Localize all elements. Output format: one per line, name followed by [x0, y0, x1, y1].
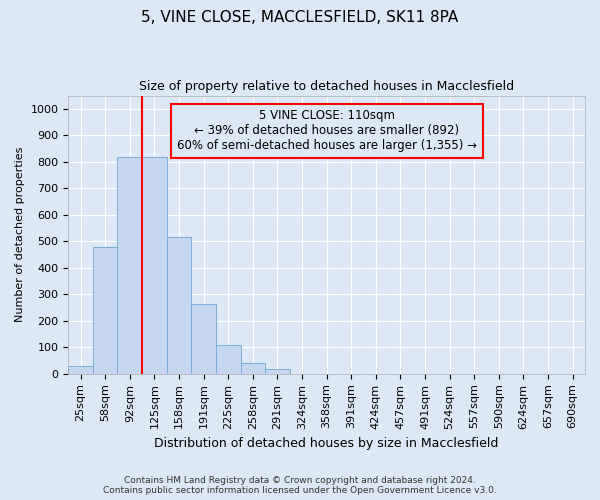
Title: Size of property relative to detached houses in Macclesfield: Size of property relative to detached ho… [139, 80, 514, 93]
Bar [68, 366, 93, 374]
Text: Contains HM Land Registry data © Crown copyright and database right 2024.
Contai: Contains HM Land Registry data © Crown c… [103, 476, 497, 495]
Text: 5 VINE CLOSE: 110sqm
← 39% of detached houses are smaller (892)
60% of semi-deta: 5 VINE CLOSE: 110sqm ← 39% of detached h… [176, 110, 476, 152]
X-axis label: Distribution of detached houses by size in Macclesfield: Distribution of detached houses by size … [154, 437, 499, 450]
Bar [118, 156, 142, 374]
Bar [216, 344, 241, 374]
Text: 5, VINE CLOSE, MACCLESFIELD, SK11 8PA: 5, VINE CLOSE, MACCLESFIELD, SK11 8PA [142, 10, 458, 25]
Bar [265, 368, 290, 374]
Bar [191, 304, 216, 374]
Bar [167, 238, 191, 374]
Bar [93, 246, 118, 374]
Bar [142, 156, 167, 374]
Bar [241, 363, 265, 374]
Y-axis label: Number of detached properties: Number of detached properties [15, 147, 25, 322]
